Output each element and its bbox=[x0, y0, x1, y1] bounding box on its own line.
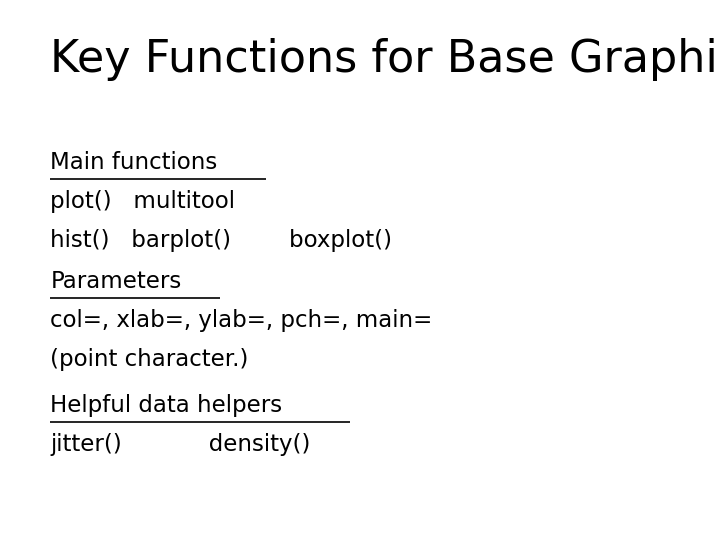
Text: col=, xlab=, ylab=, pch=, main=: col=, xlab=, ylab=, pch=, main= bbox=[50, 309, 433, 332]
Text: (point character.): (point character.) bbox=[50, 348, 249, 371]
Text: hist()   barplot()        boxplot(): hist() barplot() boxplot() bbox=[50, 229, 392, 252]
Text: plot()   multitool: plot() multitool bbox=[50, 190, 235, 213]
Text: Key Functions for Base Graphics: Key Functions for Base Graphics bbox=[50, 38, 720, 81]
Text: Helpful data helpers: Helpful data helpers bbox=[50, 394, 282, 417]
Text: Main functions: Main functions bbox=[50, 151, 217, 174]
Text: jitter()            density(): jitter() density() bbox=[50, 433, 311, 456]
Text: Parameters: Parameters bbox=[50, 270, 181, 293]
